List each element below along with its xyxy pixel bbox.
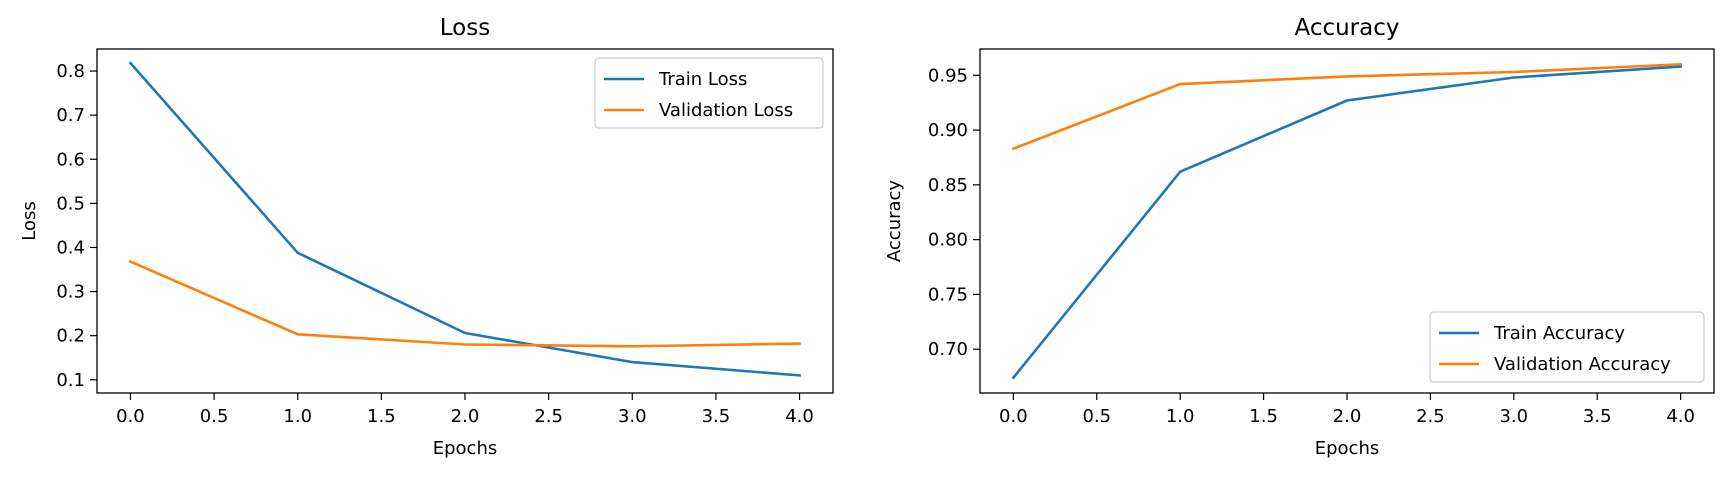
accuracy-y-tick-label: 0.75: [928, 284, 968, 305]
accuracy-chart: Accuracy Epochs Accuracy 0.0 0.5 1.0 1.5 2.0…: [884, 15, 1715, 459]
accuracy-chart-xlabel: Epochs: [1315, 438, 1380, 459]
accuracy-y-tick-label: 0.70: [928, 339, 968, 360]
accuracy-chart-ticks: 0.0 0.5 1.0 1.5 2.0 2.5 3.0 3.5 4.0 0.70 0.75 0.80 0…: [928, 65, 1695, 427]
loss-x-tick-label: 0.5: [200, 406, 229, 427]
accuracy-x-tick-label: 1.5: [1249, 406, 1278, 427]
loss-chart-title: Loss: [440, 15, 490, 41]
accuracy-y-tick-label: 0.95: [928, 65, 968, 86]
loss-chart-frame: [96, 48, 834, 394]
loss-y-tick-label: 0.6: [56, 149, 85, 170]
loss-series-line-validation: [128, 259, 801, 348]
loss-y-tick-label: 0.1: [56, 370, 85, 391]
accuracy-y-tick-label: 0.80: [928, 230, 968, 251]
accuracy-chart-frame: [979, 48, 1715, 394]
accuracy-chart-ylabel: Accuracy: [884, 180, 905, 263]
accuracy-x-tick-label: 2.5: [1416, 406, 1445, 427]
accuracy-series-line-train: [1011, 65, 1682, 380]
loss-y-tick-label: 0.3: [56, 282, 85, 303]
loss-y-tick-label: 0.4: [56, 237, 85, 258]
accuracy-x-tick-label: 3.0: [1499, 406, 1528, 427]
accuracy-x-tick-label: 3.5: [1583, 406, 1612, 427]
loss-chart: Loss Epochs Loss 0.0 0.5 1.0 1.5 2.0 2.5 3.0 3.…: [19, 15, 834, 459]
loss-chart-ylabel: Loss: [19, 201, 40, 240]
loss-x-tick-label: 1.0: [283, 406, 312, 427]
accuracy-legend-box: [1429, 311, 1705, 383]
loss-x-tick-label: 2.0: [451, 406, 480, 427]
loss-x-tick-label: 3.5: [702, 406, 731, 427]
loss-x-tick-label: 2.5: [534, 406, 563, 427]
loss-x-tick-label: 0.0: [116, 406, 145, 427]
loss-x-tick-label: 1.5: [367, 406, 396, 427]
accuracy-series-line-validation: [1011, 62, 1682, 151]
loss-legend-box: [594, 57, 824, 129]
loss-legend-label-validation: Validation Loss: [659, 100, 793, 121]
accuracy-y-tick-label: 0.85: [928, 175, 968, 196]
loss-chart-ticks: 0.0 0.5 1.0 1.5 2.0 2.5 3.0 3.5 4.0 0.1 0.2 0.3 0.4 0…: [56, 61, 814, 427]
accuracy-x-tick-label: 1.0: [1166, 406, 1195, 427]
accuracy-chart-lines: [1011, 62, 1682, 380]
accuracy-x-tick-label: 2.0: [1333, 406, 1362, 427]
loss-y-tick-label: 0.7: [56, 105, 85, 126]
accuracy-legend-label-train: Train Accuracy: [1493, 323, 1625, 344]
accuracy-chart-title: Accuracy: [1294, 15, 1399, 41]
loss-x-tick-label: 4.0: [785, 406, 814, 427]
loss-y-tick-label: 0.2: [56, 326, 85, 347]
loss-y-tick-label: 0.8: [56, 61, 85, 82]
loss-chart-legend: Train Loss Validation Loss: [594, 57, 824, 129]
accuracy-legend-label-validation: Validation Accuracy: [1494, 354, 1671, 375]
loss-x-tick-label: 3.0: [618, 406, 647, 427]
accuracy-x-tick-label: 0.5: [1082, 406, 1111, 427]
loss-series-line-train: [128, 61, 801, 377]
loss-legend-label-train: Train Loss: [658, 69, 747, 90]
loss-chart-xlabel: Epochs: [433, 438, 498, 459]
accuracy-chart-legend: Train Accuracy Validation Accuracy: [1429, 311, 1705, 383]
loss-y-tick-label: 0.5: [56, 193, 85, 214]
loss-chart-lines: [128, 61, 801, 377]
accuracy-y-tick-label: 0.90: [928, 120, 968, 141]
accuracy-x-tick-label: 0.0: [999, 406, 1028, 427]
accuracy-x-tick-label: 4.0: [1666, 406, 1695, 427]
